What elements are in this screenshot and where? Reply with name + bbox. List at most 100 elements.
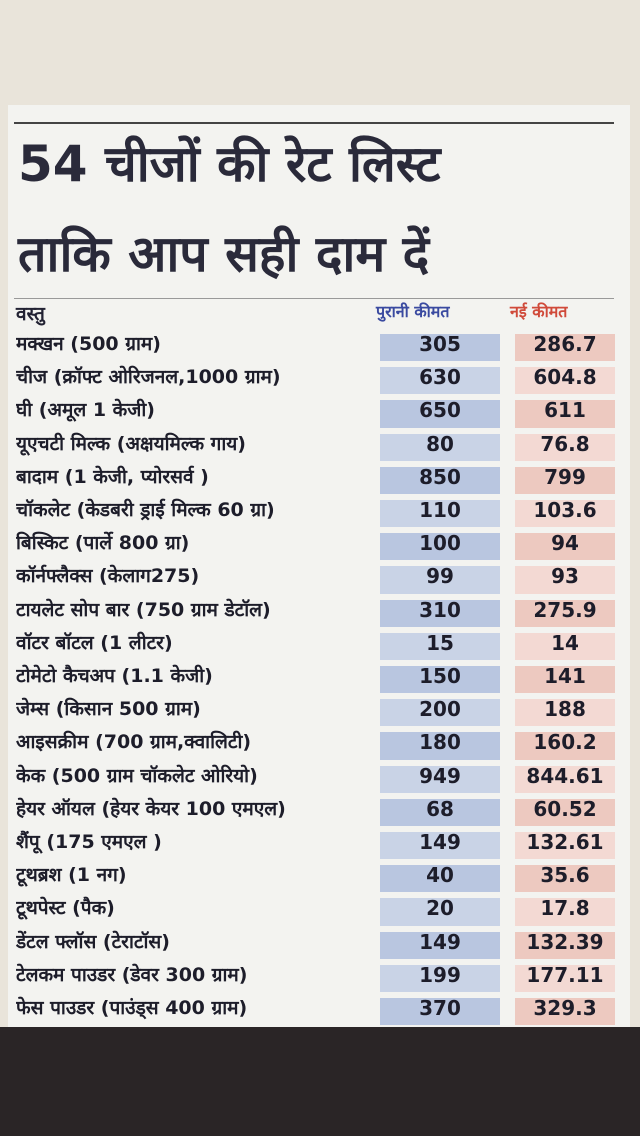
item-name: शैंपू (175 एमएल ) [16,831,162,853]
new-price-band [515,466,615,494]
new-price-band [515,666,615,694]
item-name: टूथब्रश (1 नग) [16,864,127,887]
new-price-band [515,334,615,362]
item-name: बिस्किट (पार्ले 800 ग्रा) [16,532,190,555]
rule [14,122,614,124]
title-line1: 54 चीजों की रेट लिस्ट [18,135,441,193]
old-price-band [380,334,500,362]
new-price-band [515,632,615,660]
item-name: टायलेट सोप बार (750 ग्राम डेटॉल) [16,598,271,621]
old-price-band [380,599,500,627]
new-price: 188 [544,697,586,722]
title-line2: ताकि आप सही दाम दें [18,225,430,283]
old-price-band [380,367,500,395]
item-name: कॉर्नफ्लैक्स (केलाग275) [16,565,200,588]
old-price-band [380,666,500,694]
item-name: केक (500 ग्राम चॉकलेट ओरियो) [16,764,258,787]
new-price-band [515,533,615,561]
old-price: 199 [419,962,461,987]
old-price: 68 [426,796,454,821]
old-price: 110 [419,498,461,522]
item-name: घी (अमूल 1 केजी) [16,399,155,422]
old-price: 850 [419,464,461,489]
new-price: 76.8 [540,431,590,456]
new-price: 160.2 [533,730,597,755]
old-price-band [380,865,500,893]
old-price: 305 [419,332,461,356]
old-price-band [380,699,500,727]
new-price: 17.8 [540,896,590,921]
new-price: 611 [544,398,586,423]
new-price-band [515,865,615,893]
new-price-band [515,367,615,395]
old-price-band [380,466,500,494]
item-name: यूएचटी मिल्क (अक्षयमिल्क गाय) [16,432,246,455]
item-name: जेम्स (किसान 500 ग्राम) [16,698,201,721]
new-price: 844.61 [526,763,604,788]
old-price: 15 [426,630,454,655]
old-price-band [380,533,500,561]
old-price: 200 [419,697,461,722]
old-price: 370 [419,996,461,1020]
old-price: 149 [419,929,461,954]
old-price-band [380,964,500,992]
old-price: 310 [419,597,461,622]
new-price: 799 [544,464,586,489]
old-price-band [380,898,500,926]
new-price: 60.52 [533,796,597,821]
new-price: 14 [551,630,579,655]
item-name: हेयर ऑयल (हेयर केयर 100 एमएल) [16,797,286,820]
new-price-band [515,998,615,1026]
new-price-band [515,798,615,826]
item-name: फेस पाउडर (पाउंड्स 400 ग्राम) [16,997,248,1019]
new-price-band [515,566,615,594]
item-name: मक्खन (500 ग्राम) [16,333,161,355]
old-price: 80 [426,431,454,456]
old-price: 650 [419,398,461,423]
column-header: नई कीमत [510,302,568,321]
old-price: 180 [419,730,461,755]
old-price-band [380,400,500,428]
new-price-band [515,931,615,959]
item-name: बादाम (1 केजी, प्योरसर्व ) [16,465,209,488]
new-price: 103.6 [533,498,597,522]
item-name: टेलकम पाउडर (डेवर 300 ग्राम) [16,963,248,986]
item-name: टोमेटो कैचअप (1.1 केजी) [16,665,213,687]
new-price-band [515,832,615,860]
new-price: 141 [544,664,586,688]
old-price-band [380,832,500,860]
old-price-band [380,433,500,461]
new-price: 275.9 [533,597,597,622]
old-price-band [380,632,500,660]
new-price: 604.8 [533,365,597,390]
new-price: 132.39 [526,929,604,954]
new-price: 286.7 [533,332,597,356]
column-header: पुरानी कीमत [376,302,450,321]
new-price-band [515,765,615,793]
new-price-band [515,599,615,627]
old-price-band [380,500,500,528]
old-price: 100 [419,531,461,556]
old-price-band [380,798,500,826]
old-price-band [380,765,500,793]
column-header: वस्तु [16,303,45,325]
item-name: आइसक्रीम (700 ग्राम,क्वालिटी) [16,731,252,754]
new-price-band [515,898,615,926]
new-price-band [515,732,615,760]
item-name: चीज (क्रॉफ्ट ओरिजनल,1000 ग्राम) [16,366,281,389]
old-price-band [380,931,500,959]
old-price: 949 [419,763,461,788]
new-price-band [515,433,615,461]
item-name: चॉकलेट (केडबरी ड्राई मिल्क 60 ग्रा) [16,499,275,521]
new-price-band [515,699,615,727]
old-price-band [380,566,500,594]
background [0,1027,640,1136]
new-price-band [515,964,615,992]
item-name: टूथपेस्ट (पैक) [16,897,115,920]
new-price: 177.11 [526,962,604,987]
old-price-band [380,998,500,1026]
new-price: 132.61 [526,830,604,854]
old-price: 40 [426,863,454,888]
new-price: 94 [551,531,579,556]
